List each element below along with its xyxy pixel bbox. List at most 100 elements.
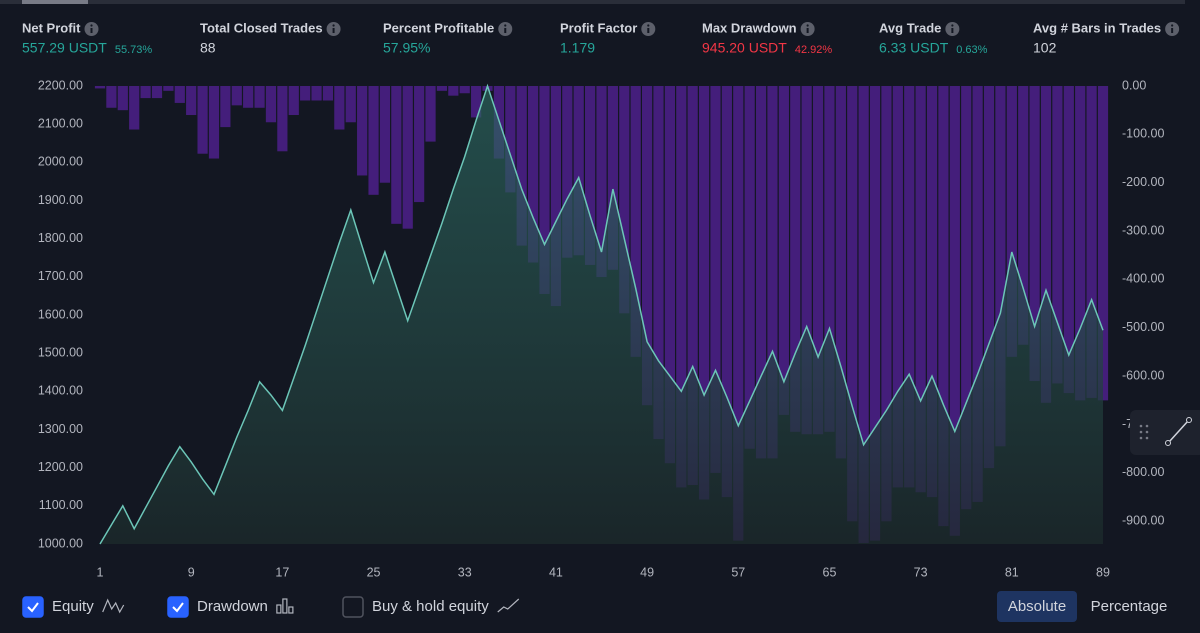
y-tick-label: 1000.00 [38,536,83,550]
legend-icon [276,604,282,614]
drawdown-bar [926,86,938,498]
x-tick-label: 25 [367,565,381,579]
floating-tool[interactable] [1130,410,1200,455]
legend-item[interactable]: Equity [22,596,94,618]
drawdown-bar [163,86,174,91]
stat-label: Avg # Bars in Trades [1033,20,1161,35]
info-dot [332,24,335,27]
y2-tick-label: -900.00 [1122,514,1164,528]
drawdown-bar [858,86,869,544]
info-dot [1171,24,1174,27]
drawdown-bar [995,86,1006,447]
legend-item[interactable]: Drawdown [167,596,268,618]
scale-button-bg[interactable] [997,591,1077,622]
legend-icon [497,598,520,613]
stat-label: Percent Profitable [383,20,494,35]
checkmark [172,602,184,613]
drawdown-bar [790,86,801,432]
stat-value: 945.20 USDT [702,40,787,56]
info-icon[interactable] [498,22,513,36]
drawdown-bar [1097,86,1109,401]
drawdown-bar [938,86,949,527]
info-dot [504,24,507,27]
scale-button-label: Absolute [1008,598,1066,615]
drawdown-bar [117,86,128,111]
drawdown-bar [140,86,151,99]
info-dot [90,24,93,27]
y-tick-label: 1700.00 [38,269,83,283]
info-stem [90,28,93,33]
stat-value: 557.29 USDT [22,40,107,56]
info-icon[interactable] [800,22,815,36]
drawdown-bar [414,86,425,203]
drawdown-bar [1018,86,1029,345]
drawdown-bar [391,86,402,224]
drawdown-bar [528,86,539,263]
x-tick-label: 17 [275,565,289,579]
info-icon[interactable] [1165,22,1180,36]
drawdown-bar [1052,86,1063,384]
drawdown-bar [208,86,220,159]
stat-value: 6.33 USDT [879,40,949,56]
info-icon[interactable] [326,22,341,36]
drawdown-bar [676,86,687,488]
drawdown-bar [585,86,596,265]
drawdown-bar [778,86,789,415]
info-dot [647,24,650,27]
checkbox[interactable] [22,596,44,618]
legend-icon [282,598,288,614]
drawdown-bar [265,86,277,123]
drawdown-bar [94,86,106,89]
drawdown-bar [801,86,812,435]
stat-value: 57.95% [383,40,430,56]
drawdown-bar [755,86,767,459]
drawdown-bar [220,86,231,128]
legend: Equity Drawdown Buy & hold equity Absolute P… [22,591,1168,622]
stat-percent: 55.73% [115,44,153,56]
checkbox[interactable] [167,596,189,618]
drawdown-bar [300,86,311,101]
x-tick-label: 65 [823,565,837,579]
scroll-thumb[interactable] [22,0,88,4]
y2-tick-label: -500.00 [1122,320,1164,334]
checkmark [27,602,39,613]
drawdown-bar [231,86,242,106]
info-icon[interactable] [84,22,99,36]
plot: 1000.00 1100.00 1200.00 1300.00 1400.00 1500.… [38,78,1165,579]
x-tick-label: 73 [914,565,928,579]
equity-area [100,86,1103,544]
y2-tick-label: -800.00 [1122,465,1164,479]
drawdown-bar [744,86,755,449]
drawdown-bar [812,86,824,435]
drawdown-bar [197,86,208,154]
drawdown-bar [106,86,117,108]
scale-button-label: Percentage [1091,598,1168,615]
scroll-track [0,0,1185,4]
drawdown-bar [550,86,562,307]
checkbox[interactable] [342,596,364,618]
drawdown-bar [607,86,618,270]
drawdown-bar [961,86,972,510]
scale-button[interactable]: Percentage [1091,598,1168,615]
y-tick-label: 1100.00 [39,498,83,512]
legend-item[interactable]: Buy & hold equity [342,596,489,618]
info-icon[interactable] [945,22,960,36]
y-tick-label: 1200.00 [38,460,83,474]
info-stem [332,28,335,33]
x-tick-label: 41 [549,565,563,579]
x-tick-label: 49 [640,565,654,579]
drawdown-bar [1075,86,1086,401]
drawdown-bar [687,86,698,485]
info-stem [1171,28,1174,33]
stat-value: 88 [200,40,216,56]
scale-button[interactable]: Absolute [997,591,1077,622]
drawdown-bar [1086,86,1097,398]
y-tick-label: 1900.00 [38,193,83,207]
drawdown-bar [664,86,675,464]
info-dot [806,24,809,27]
x-tick-label: 89 [1096,565,1110,579]
info-icon[interactable] [641,22,656,36]
drawdown-bar [311,86,322,101]
drawdown-bar [322,86,334,101]
